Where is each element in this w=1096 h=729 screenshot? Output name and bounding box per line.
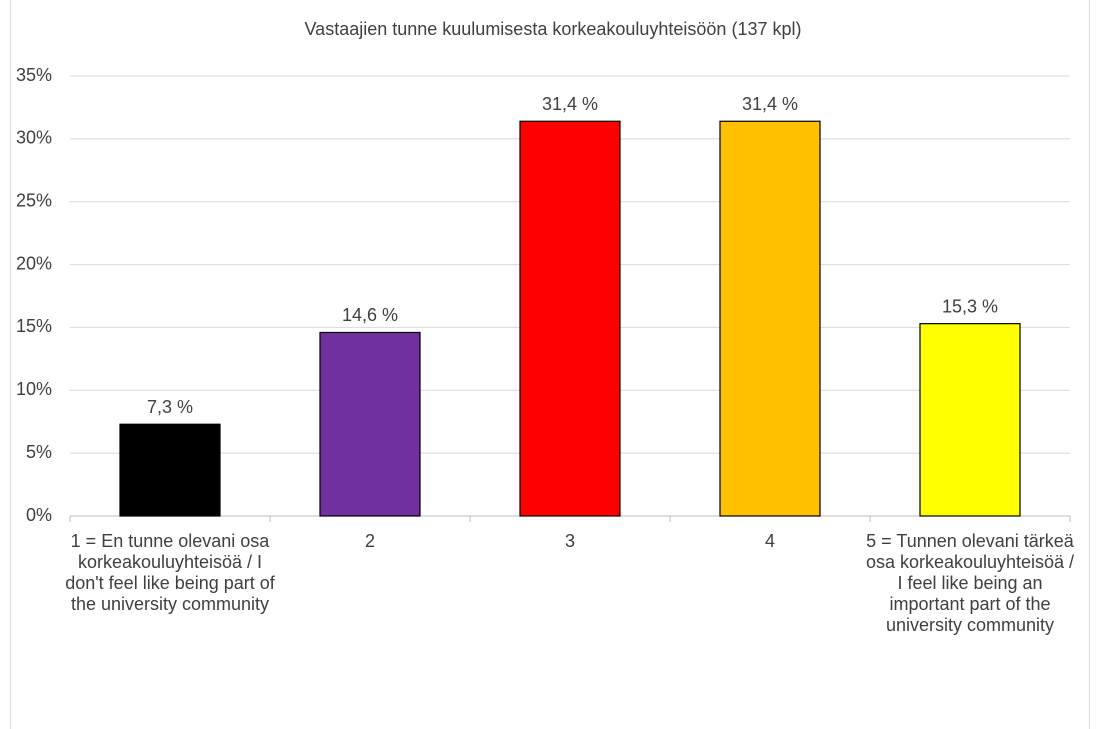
bar <box>119 423 221 517</box>
y-tick-label: 10% <box>16 379 52 399</box>
x-tick-label: 5 = Tunnen olevani tärkeä osa korkeakoul… <box>865 531 1075 635</box>
y-tick-label: 15% <box>16 316 52 336</box>
x-tick-label: 3 <box>564 531 575 551</box>
data-label: 14,6 % <box>342 305 398 325</box>
y-tick-label: 30% <box>16 128 52 148</box>
data-label: 31,4 % <box>542 94 598 114</box>
chart-title: Vastaajien tunne kuulumisesta korkeakoul… <box>305 19 802 39</box>
y-tick-label: 25% <box>16 190 52 210</box>
x-tick-label: 2 <box>364 531 375 551</box>
chart-frame <box>10 0 1090 729</box>
bar <box>519 120 621 517</box>
bar <box>319 331 421 517</box>
x-tick-label: 4 <box>764 531 775 551</box>
data-label: 15,3 % <box>942 296 998 316</box>
data-label: 7,3 % <box>147 397 193 417</box>
y-tick-label: 0% <box>26 505 52 525</box>
bar <box>719 120 821 517</box>
y-tick-label: 5% <box>26 442 52 462</box>
y-tick-label: 20% <box>16 253 52 273</box>
bar <box>919 323 1021 517</box>
data-label: 31,4 % <box>742 94 798 114</box>
x-tick-label: 1 = En tunne olevani osa korkeakouluyhte… <box>65 531 275 614</box>
y-tick-label: 35% <box>16 65 52 85</box>
